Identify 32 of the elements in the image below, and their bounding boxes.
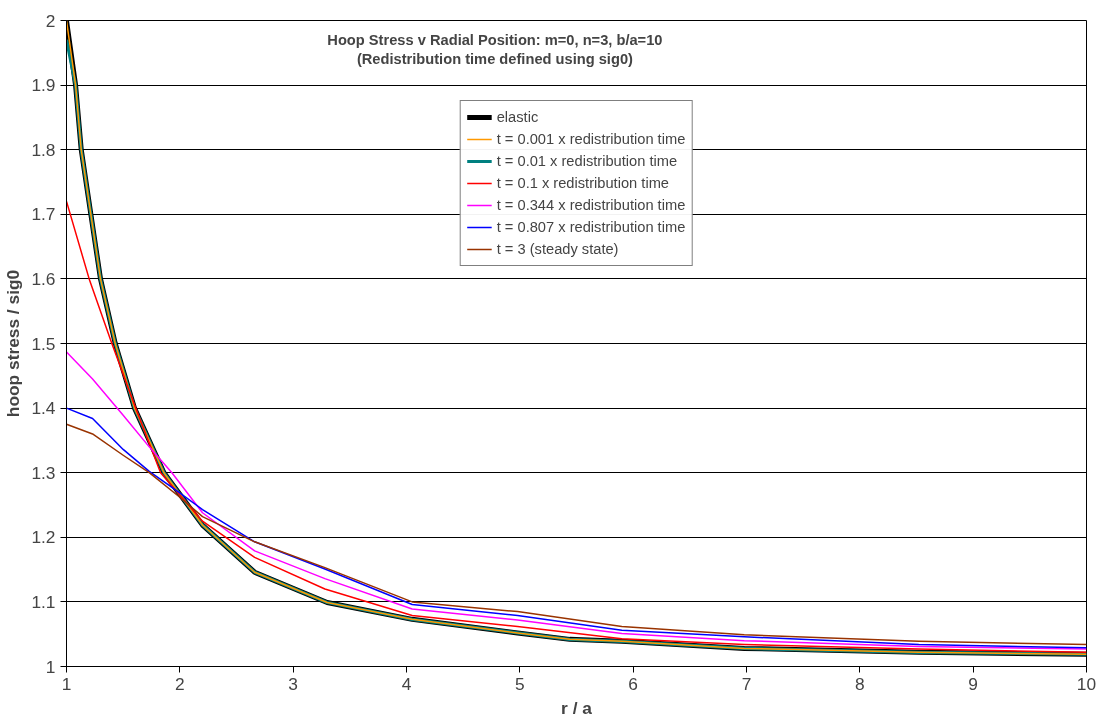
legend-label: t = 0.1 x redistribution time [496,175,669,191]
legend-label: t = 3 (steady state) [496,241,619,257]
legend-label: t = 0.344 x redistribution time [496,197,686,213]
y-tick-label: 1.1 [31,591,56,612]
x-tick-label: 5 [515,673,525,694]
y-tick-label: 1.4 [31,398,56,419]
legend-label: t = 0.807 x redistribution time [496,219,686,235]
x-tick-label: 7 [741,673,752,694]
y-tick-label: 1.6 [31,268,56,289]
legend-label: elastic [496,109,539,125]
x-tick-label: 1 [61,673,72,694]
y-tick-label: 1.5 [31,333,56,354]
legend-label: t = 0.01 x redistribution time [496,153,678,169]
text: Hoop Stress v Radial Position: m=0, n=3, b/a=10 [327,31,663,48]
x-tick-label: 4 [401,673,412,694]
x-tick-label: 6 [628,673,638,694]
legend-label: t = 0.001 x redistribution time [496,131,686,147]
x-tick-label: 8 [855,673,865,694]
y-tick-label: 1 [45,656,56,677]
x-tick-label: 9 [968,673,978,694]
x-tick-label: 10 [1076,673,1097,694]
y-tick-label: 1.3 [31,462,56,483]
text: (Redistribution time defined using sig0) [356,51,634,68]
y-tick-label: 1.2 [31,527,56,548]
x-tick-label: 3 [288,673,298,694]
x-tick-label: 2 [175,673,185,694]
y-tick-label: 2 [45,10,56,31]
x-axis-title: r / a [561,697,593,718]
y-axis-title: hoop stress / sig0 [3,269,24,418]
y-tick-label: 1.7 [31,204,56,225]
y-tick-label: 1.8 [31,139,56,160]
y-tick-label: 1.9 [31,75,56,96]
